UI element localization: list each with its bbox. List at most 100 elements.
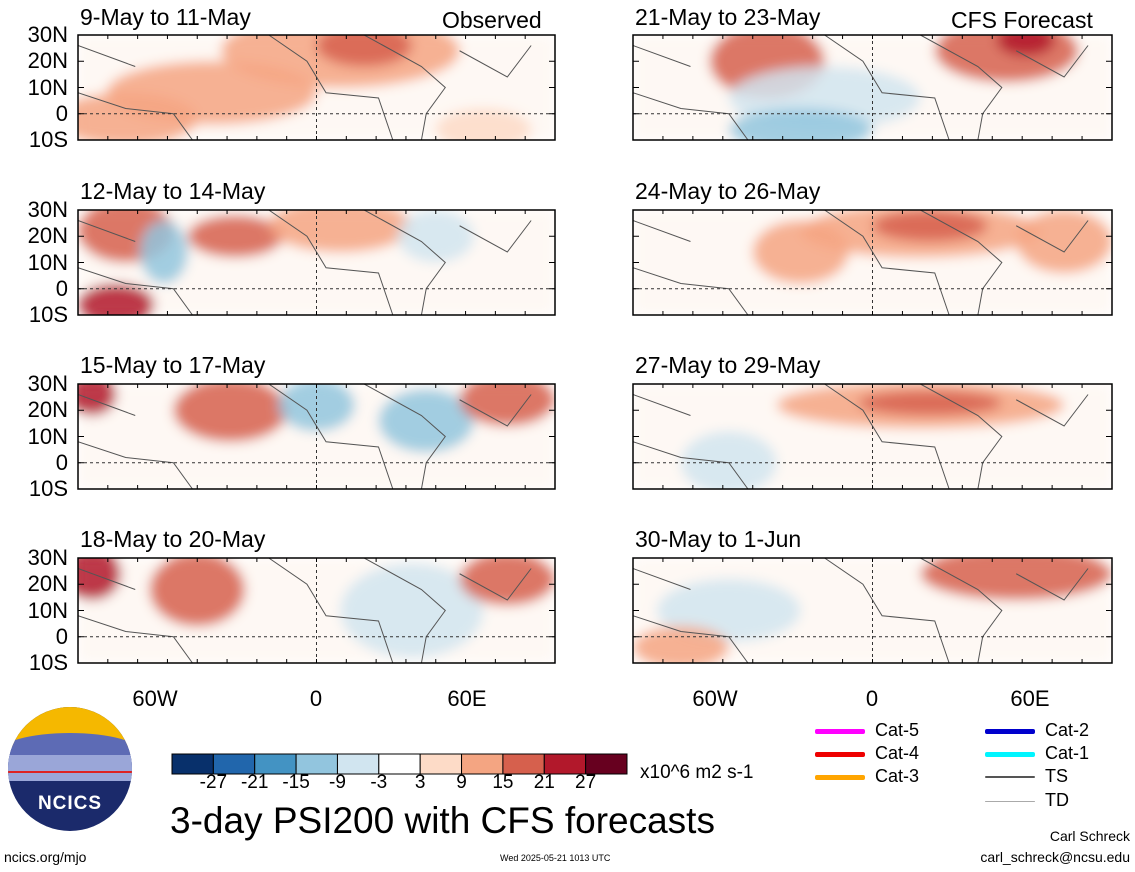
anomaly-contour [1016, 210, 1112, 273]
legend-label: Cat-2 [1045, 720, 1090, 740]
map-panel [632, 209, 1113, 316]
legend-swatch [985, 751, 1035, 757]
legend-label: TS [1045, 766, 1069, 786]
colorbar-tick-label: -21 [240, 772, 269, 793]
anomaly-contour [78, 558, 121, 600]
legend-swatch [815, 774, 865, 780]
panel-title: 24-May to 26-May [635, 178, 821, 204]
colorbar-swatch [295, 753, 338, 775]
anomaly-contour [268, 210, 412, 252]
anomaly-contour [872, 210, 988, 242]
colorbar-tick-label: -27 [199, 772, 228, 793]
lat-label: 30N [27, 371, 68, 396]
colorbar-tick-label: 3 [414, 772, 426, 793]
legend-label: Cat-5 [875, 720, 920, 740]
lon-label: 60W [692, 686, 738, 711]
footer-timestamp: Wed 2025-05-21 1013 UTC [500, 853, 611, 863]
anomaly-contour [459, 558, 555, 606]
panel-title: 21-May to 23-May [635, 4, 821, 30]
lat-label: 10S [28, 650, 68, 675]
anomaly-contour [187, 215, 284, 258]
panel-title: 12-May to 14-May [80, 178, 266, 204]
lat-label: 20N [27, 223, 68, 249]
panel-title: 27-May to 29-May [635, 352, 821, 378]
forecast-label: CFS Forecast [951, 7, 1093, 33]
colorbar-tick-label: -3 [370, 772, 388, 793]
anomaly-contour [78, 384, 117, 416]
colorbar-tick-label: 21 [533, 772, 555, 793]
lat-label: 0 [55, 275, 68, 301]
lat-label: 10N [27, 423, 68, 449]
footer-email[interactable]: carl_schreck@ncsu.edu [980, 849, 1130, 865]
main-title: 3-day PSI200 with CFS forecasts [170, 800, 715, 841]
panel-title: 30-May to 1-Jun [635, 526, 802, 552]
colorbar-units: x10^6 m2 s-1 [640, 762, 754, 783]
coastlines [633, 210, 1089, 315]
anomaly-contour [340, 563, 484, 658]
coastlines [78, 210, 532, 315]
lon-label: 0 [865, 686, 879, 711]
lat-label: 10S [28, 302, 68, 327]
lon-label: 60W [132, 686, 178, 711]
legend-label: Cat-4 [875, 743, 920, 763]
colorbar-swatch [461, 753, 504, 775]
map-panel [77, 34, 556, 141]
lat-label: 0 [55, 100, 68, 126]
lon-label: 60E [447, 686, 487, 711]
anomaly-contour [858, 390, 1002, 416]
colorbar-tick-label: -9 [329, 772, 346, 793]
map-panel [77, 209, 556, 316]
footer-url[interactable]: ncics.org/mjo [4, 849, 87, 865]
colorbar-swatch [171, 753, 214, 775]
legend-label: TD [1045, 790, 1069, 810]
anomaly-contour [997, 35, 1055, 56]
lat-label: 10N [27, 597, 68, 623]
lat-label: 20N [27, 397, 68, 423]
map-panel [77, 383, 556, 490]
legend-swatch [985, 800, 1035, 802]
anomaly-contour [435, 108, 532, 140]
anomaly-contour [78, 92, 198, 140]
colorbar-swatch [336, 753, 380, 775]
colorbar-tick-label: 9 [456, 772, 467, 793]
lat-label: 0 [55, 449, 68, 475]
anomaly-contour [728, 108, 873, 140]
colorbar-swatch [254, 753, 297, 775]
lat-label: 10S [28, 127, 68, 152]
colorbar-swatch [543, 753, 587, 775]
observed-label: Observed [442, 7, 542, 33]
coastlines [633, 35, 1089, 140]
legend-swatch [815, 728, 865, 734]
colorbar-swatch [419, 753, 463, 775]
footer-author: Carl Schreck [1049, 828, 1130, 844]
colorbar-swatch [378, 753, 421, 775]
anomaly-contour [397, 210, 474, 263]
lat-label: 0 [55, 623, 68, 649]
lon-label: 0 [309, 686, 323, 711]
anomaly-contour [633, 626, 729, 663]
anomaly-contour [140, 220, 188, 284]
coastlines [633, 384, 1089, 489]
anomaly-contour [278, 384, 355, 432]
coastlines [633, 558, 1089, 663]
lat-label: 10S [28, 476, 68, 501]
legend-label: Cat-1 [1045, 743, 1090, 763]
anomaly-contour [680, 431, 777, 489]
anomaly-contour [78, 283, 155, 315]
colorbar-swatch [502, 753, 545, 775]
lat-label: 30N [27, 22, 68, 47]
legend-label: Cat-3 [875, 766, 920, 786]
map-panel [632, 383, 1113, 490]
coastlines [78, 384, 532, 489]
colorbar-swatch [585, 753, 628, 775]
anomaly-contour [920, 558, 1112, 600]
anomaly-contour [656, 579, 801, 642]
lat-label: 10N [27, 74, 68, 100]
colorbar-swatch [212, 753, 256, 775]
coastlines [78, 558, 532, 663]
anomaly-contour [173, 384, 288, 442]
anomaly-contour [316, 35, 412, 67]
anomaly-contour [378, 389, 474, 453]
